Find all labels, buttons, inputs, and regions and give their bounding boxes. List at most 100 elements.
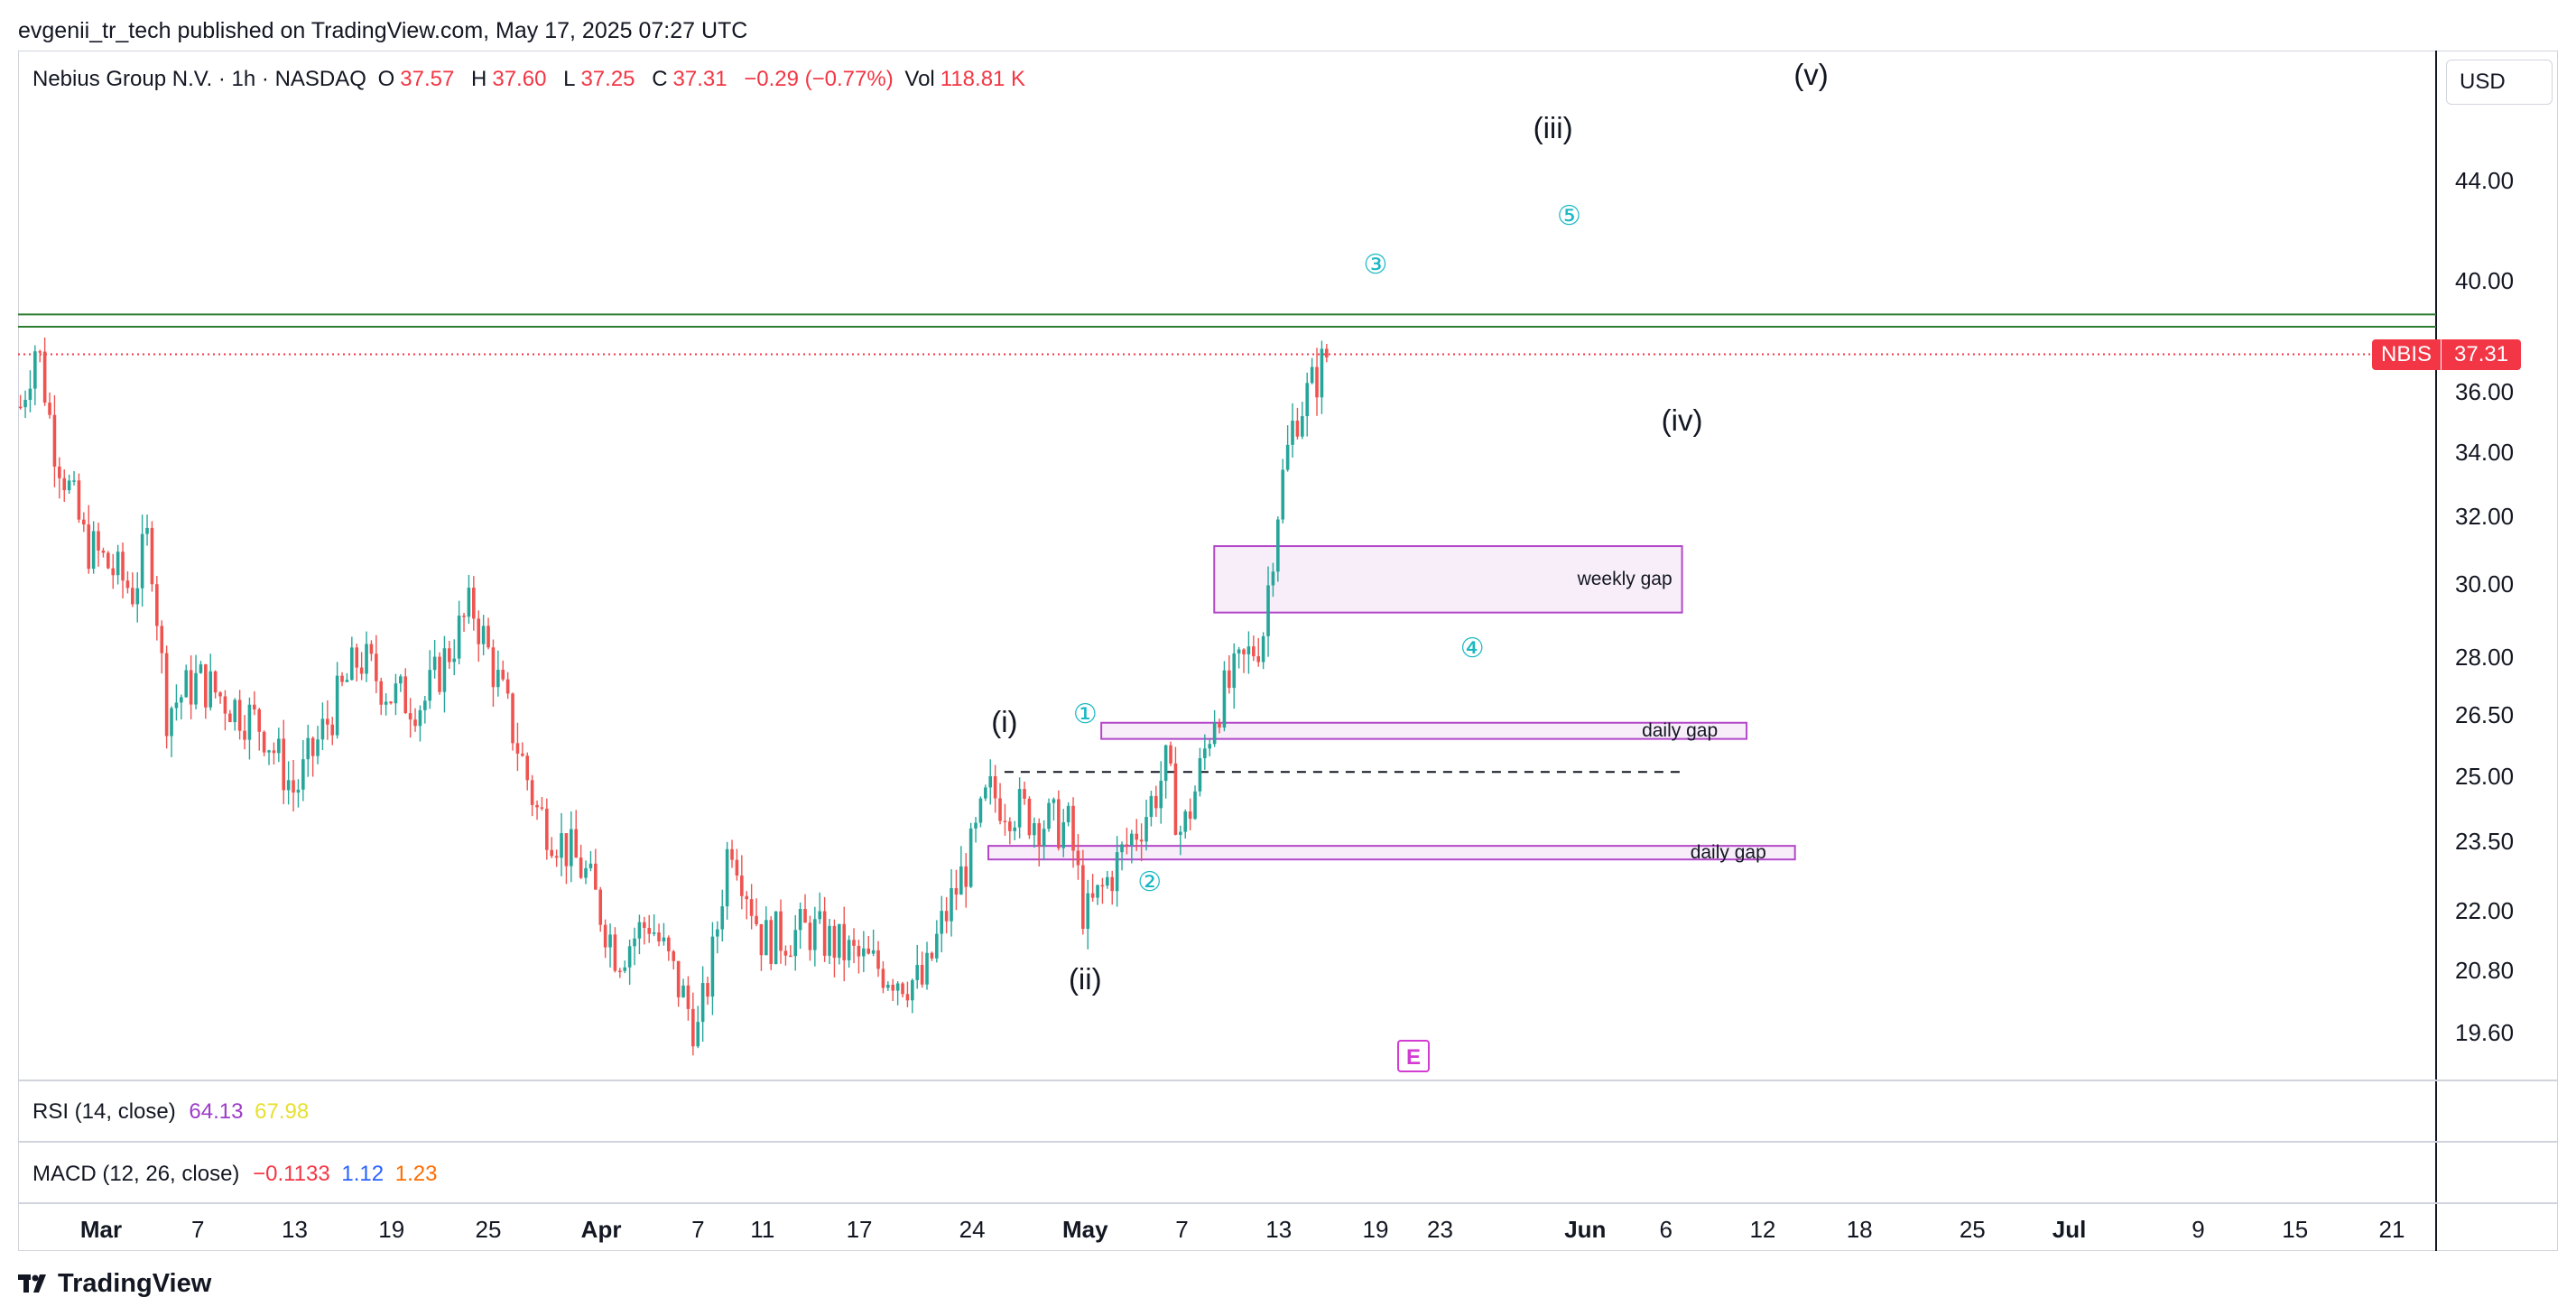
candle <box>764 906 768 956</box>
candle-body <box>1061 822 1066 848</box>
candle-body <box>375 653 378 681</box>
candle-body <box>1222 670 1227 728</box>
candle <box>618 968 622 978</box>
candle <box>564 833 569 885</box>
candle <box>1144 800 1148 851</box>
candle-body <box>262 731 266 753</box>
candle-body <box>91 531 96 570</box>
candle <box>749 884 754 930</box>
candle <box>974 817 978 843</box>
candle-body <box>67 480 71 491</box>
open-label: O <box>377 67 395 91</box>
candle <box>808 915 812 961</box>
candle-body <box>521 753 524 756</box>
candle-body <box>1228 670 1231 689</box>
time-axis-label: 7 <box>1175 1216 1189 1243</box>
candle-body <box>560 833 563 858</box>
time-axis-label: May <box>1061 1216 1108 1243</box>
candle-body <box>603 924 607 948</box>
instrument-name[interactable]: Nebius Group N.V. · 1h · NASDAQ <box>32 67 366 91</box>
candle-body <box>87 524 91 570</box>
candle <box>789 945 792 958</box>
candle-body <box>160 626 164 653</box>
candle <box>876 941 880 978</box>
candle <box>491 639 496 707</box>
chart-frame <box>18 51 2558 1251</box>
candle-body <box>18 406 23 409</box>
candle <box>1242 648 1246 673</box>
candle-body <box>1106 876 1109 886</box>
earnings-marker[interactable]: E <box>1397 1040 1430 1072</box>
candle-body <box>984 787 987 799</box>
candle-body <box>769 920 774 964</box>
candle-body <box>267 750 271 753</box>
candle-body <box>1130 833 1134 846</box>
candle-body <box>1320 348 1324 398</box>
candle-body <box>1081 865 1085 930</box>
candle <box>1071 797 1075 868</box>
candle <box>320 702 325 751</box>
candle <box>1169 741 1172 766</box>
candle-body <box>355 647 359 668</box>
candle-body <box>515 743 520 754</box>
gap-label-3: daily gap <box>1690 841 1766 863</box>
candle <box>97 523 100 567</box>
candle <box>1066 802 1070 827</box>
candle-body <box>208 671 213 708</box>
candle-body <box>1003 820 1007 823</box>
candle <box>706 977 709 1006</box>
candle <box>895 981 900 1006</box>
candle-body <box>189 670 193 705</box>
candle-body <box>135 588 140 605</box>
candle-body <box>452 658 457 663</box>
currency-button[interactable]: USD <box>2446 60 2553 105</box>
time-axis-label: 7 <box>191 1216 205 1243</box>
candle-body <box>876 950 880 969</box>
candle-body <box>706 983 709 997</box>
candle-body <box>842 923 847 960</box>
candle <box>505 672 510 700</box>
macd-name[interactable]: MACD (12, 26, close) <box>32 1162 240 1186</box>
candle <box>87 505 91 574</box>
candle-body <box>345 680 349 682</box>
candle <box>204 663 208 719</box>
candle <box>579 844 583 879</box>
candle-body <box>1027 798 1032 836</box>
candle <box>667 935 671 961</box>
candle <box>310 736 315 777</box>
candle-body <box>1179 831 1182 835</box>
candle-body <box>944 911 949 922</box>
candle <box>408 698 412 738</box>
high-label: H <box>471 67 487 91</box>
candle-body <box>1183 811 1188 832</box>
candle-body <box>389 701 393 704</box>
candle <box>228 709 232 723</box>
candle-body <box>1188 811 1192 820</box>
candle <box>448 641 451 669</box>
candle <box>170 706 173 757</box>
candle <box>886 981 890 991</box>
candle <box>1188 798 1192 830</box>
candle <box>1285 425 1290 472</box>
gap-box-2 <box>1100 721 1748 740</box>
candle <box>866 936 871 955</box>
candle-body <box>1252 646 1256 657</box>
candle <box>384 693 388 716</box>
tradingview-logo[interactable]: TradingView <box>18 1269 211 1299</box>
candle <box>652 913 656 937</box>
candle <box>643 916 646 945</box>
candle-body <box>647 928 652 934</box>
candle-body <box>408 713 412 720</box>
low-value: 37.25 <box>580 67 635 91</box>
candle <box>1179 825 1182 856</box>
candle-body <box>77 480 81 520</box>
candle-body <box>428 670 432 701</box>
candle <box>1096 884 1099 905</box>
candle <box>657 923 661 947</box>
candle-body <box>477 618 481 644</box>
price-axis-label: 26.50 <box>2455 700 2515 728</box>
rsi-name[interactable]: RSI (14, close) <box>32 1099 176 1124</box>
candle <box>574 810 579 858</box>
candle-body <box>759 923 764 956</box>
